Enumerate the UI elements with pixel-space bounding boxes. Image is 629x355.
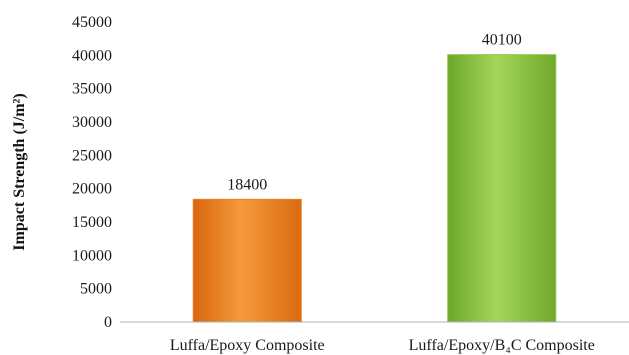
- data-label: 18400: [227, 176, 267, 193]
- y-tick-label: 0: [104, 314, 112, 331]
- x-category-label: Luffa/Epoxy Composite: [170, 337, 325, 354]
- bar: [192, 198, 302, 323]
- x-category-label: Luffa/Epoxy/B₄C Composite: [409, 337, 595, 354]
- y-tick-label: 10000: [72, 247, 112, 264]
- y-tick-label: 45000: [72, 14, 112, 31]
- y-tick-label: 5000: [80, 281, 112, 298]
- y-tick-label: 15000: [72, 214, 112, 231]
- bars: 18400 40100: [192, 32, 557, 323]
- y-tick-label: 30000: [72, 114, 112, 131]
- y-tick-label: 40000: [72, 47, 112, 64]
- bar: [447, 54, 557, 323]
- x-axis-categories: Luffa/Epoxy Composite Luffa/Epoxy/B₄C Com…: [170, 337, 595, 354]
- y-axis-ticks: 0 5000 10000 15000 20000 25000 30000 35000 40000…: [72, 14, 112, 331]
- y-tick-label: 25000: [72, 147, 112, 164]
- y-tick-label: 20000: [72, 181, 112, 198]
- y-tick-label: 35000: [72, 81, 112, 98]
- y-axis-label: Impact Strength (J/m²): [11, 93, 28, 250]
- data-label: 40100: [482, 32, 522, 49]
